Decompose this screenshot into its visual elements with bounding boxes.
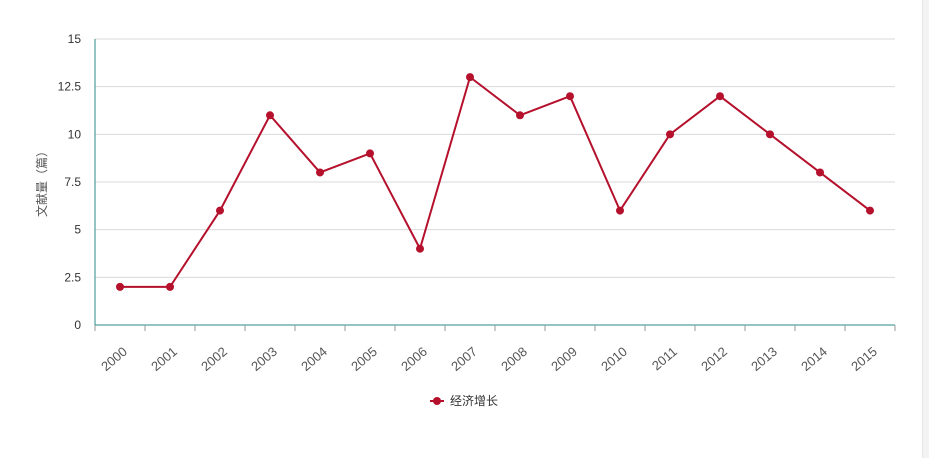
legend-label: 经济增长 [450, 393, 498, 408]
x-tick-label: 2010 [598, 344, 630, 374]
y-tick-label: 5 [74, 223, 81, 237]
data-point[interactable] [516, 111, 524, 120]
x-tick-label: 2005 [348, 344, 380, 374]
data-point[interactable] [566, 92, 574, 101]
data-point[interactable] [266, 111, 274, 120]
x-tick-label: 2008 [498, 344, 530, 374]
data-point[interactable] [466, 73, 474, 82]
x-tick-label: 2002 [198, 344, 230, 374]
legend[interactable]: 经济增长 [430, 393, 498, 408]
data-point[interactable] [766, 130, 774, 139]
series-lines [116, 73, 874, 291]
y-axis-title: 文献量（篇） [34, 145, 49, 217]
legend-dot-marker [433, 397, 441, 405]
data-point[interactable] [316, 168, 324, 177]
y-tick-label: 0 [74, 318, 81, 332]
data-point[interactable] [816, 168, 824, 177]
x-tick-label: 2004 [298, 344, 330, 374]
axes [94, 39, 896, 331]
series-line [120, 76, 871, 288]
x-tick-label: 2007 [448, 344, 480, 374]
x-tick-label: 2009 [548, 344, 580, 374]
y-tick-label: 15 [68, 32, 82, 46]
x-tick-label: 2011 [649, 344, 680, 373]
y-tick-label: 7.5 [64, 175, 81, 189]
x-tick-label: 2006 [398, 344, 430, 374]
data-point[interactable] [416, 244, 424, 253]
data-point[interactable] [616, 206, 624, 215]
x-tick-label: 2013 [748, 344, 780, 374]
data-point[interactable] [866, 206, 874, 215]
x-tick-label: 2014 [798, 344, 830, 374]
x-tick-label: 2015 [848, 344, 880, 374]
x-tick-label: 2012 [698, 344, 730, 374]
data-point[interactable] [116, 282, 124, 291]
data-point[interactable] [166, 282, 174, 291]
data-point[interactable] [666, 130, 674, 139]
data-point[interactable] [716, 92, 724, 101]
x-tick-labels: 2000 2001 2002 2003 2004 2005 2006 2007 2008 2009… [98, 344, 880, 374]
grid-lines [95, 38, 895, 278]
y-tick-label: 2.5 [64, 270, 81, 284]
x-tick-label: 2000 [98, 344, 130, 374]
scrollbar-track[interactable] [922, 0, 929, 458]
y-tick-labels: 0 2.5 5 7.5 10 12.5 15 [58, 32, 82, 332]
y-tick-label: 12.5 [58, 80, 82, 94]
data-point[interactable] [366, 149, 374, 158]
y-tick-label: 10 [68, 127, 82, 141]
x-tick-label: 2001 [148, 344, 180, 374]
x-tick-label: 2003 [248, 344, 280, 374]
data-point[interactable] [216, 206, 224, 215]
